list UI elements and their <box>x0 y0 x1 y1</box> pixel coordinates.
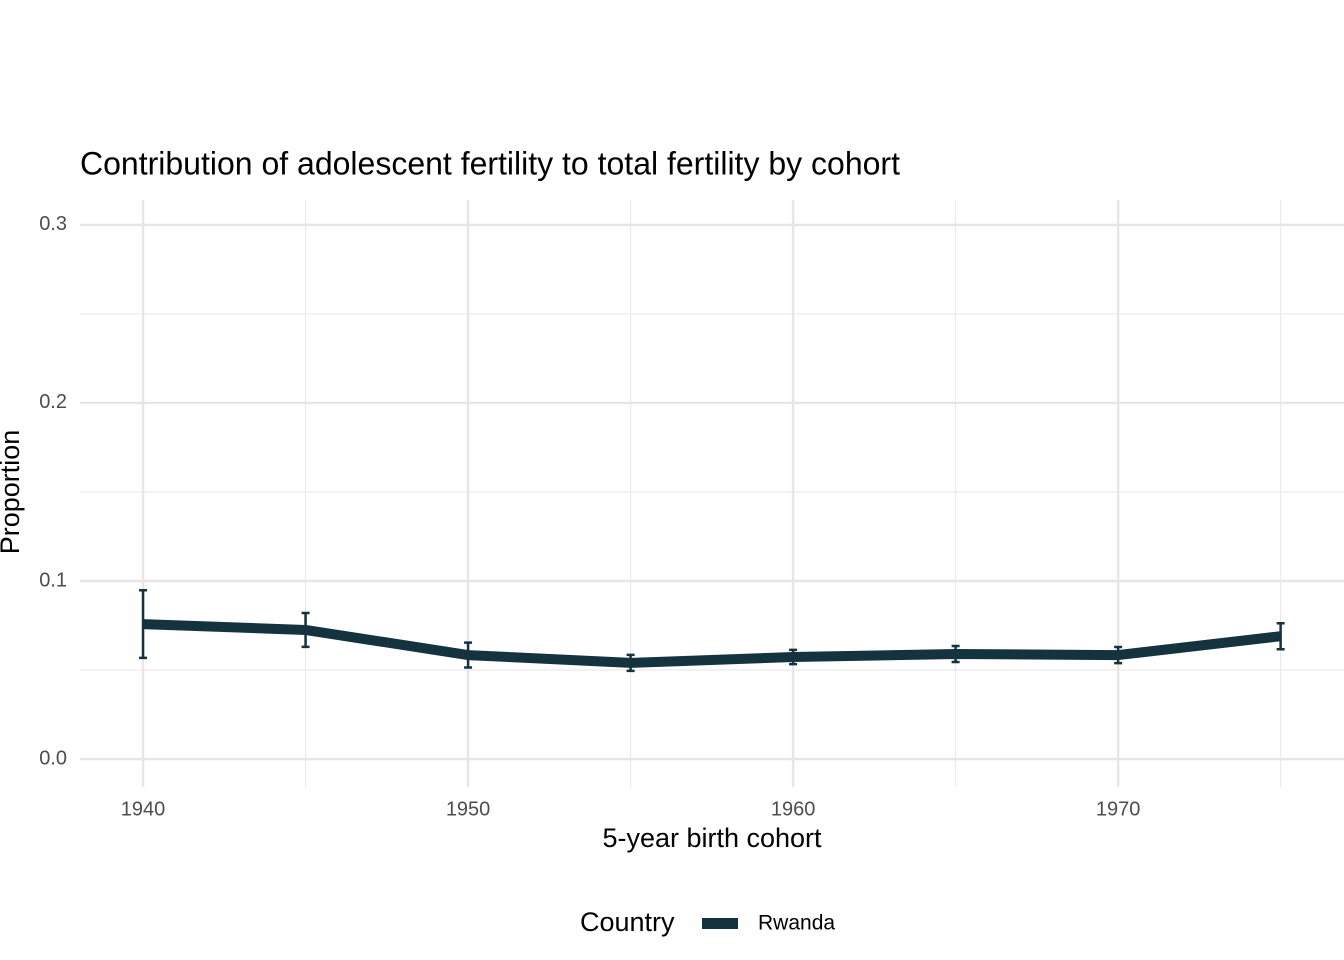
legend-label: Rwanda <box>758 912 835 935</box>
x-tick-label: 1940 <box>121 798 166 820</box>
y-axis-label: Proportion <box>0 430 25 555</box>
x-tick-label: 1970 <box>1096 798 1141 820</box>
x-axis-label: 5-year birth cohort <box>602 823 822 853</box>
x-tick-label: 1960 <box>771 798 816 820</box>
legend-key <box>702 918 738 929</box>
y-tick-label: 0.0 <box>39 747 67 769</box>
legend: Country Rwanda <box>580 907 835 937</box>
y-tick-label: 0.2 <box>39 391 67 413</box>
plot-marks <box>139 589 1285 673</box>
x-tick-label: 1950 <box>446 798 491 820</box>
y-tick-label: 0.3 <box>39 213 67 235</box>
line <box>142 619 1282 668</box>
legend-title: Country <box>580 907 675 937</box>
chart-title: Contribution of adolescent fertility to … <box>80 145 900 181</box>
grid: 0.0 0.1 0.2 0.3 1940 1950 1960 1970 <box>39 200 1344 820</box>
y-tick-label: 0.1 <box>39 569 67 591</box>
